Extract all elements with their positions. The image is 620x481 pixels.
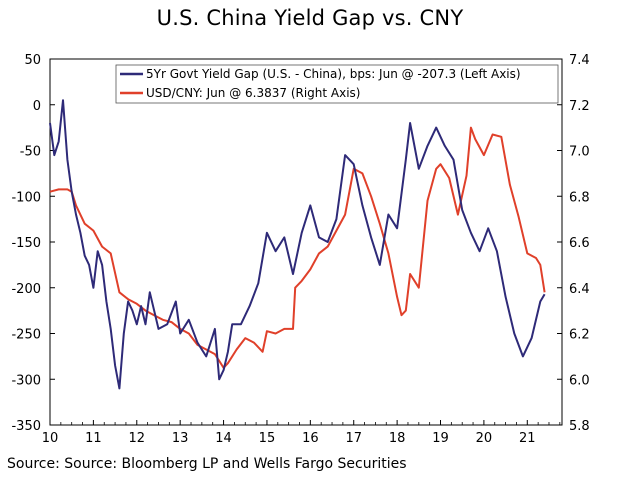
- x-tick-label: 14: [215, 431, 232, 446]
- legend-label-yield-gap: 5Yr Govt Yield Gap (U.S. - China), bps: …: [146, 67, 521, 81]
- x-tick-label: 21: [519, 431, 536, 446]
- x-tick-label: 12: [129, 431, 146, 446]
- x-tick-label: 15: [259, 431, 276, 446]
- x-tick-label: 19: [432, 431, 449, 446]
- x-tick-label: 18: [389, 431, 406, 446]
- plot-frame: [49, 58, 563, 426]
- y-right-tick-label: 7.0: [569, 145, 590, 160]
- y-right-tick-label: 7.2: [569, 99, 590, 114]
- y-right-tick-label: 7.4: [569, 53, 590, 68]
- series-yield-gap-line: [49, 99, 546, 390]
- x-tick-label: 11: [85, 431, 102, 446]
- legend-label-usdcny: USD/CNY: Jun @ 6.3837 (Right Axis): [146, 86, 361, 100]
- y-right-tick-label: 5.8: [569, 419, 590, 434]
- y-left-tick-label: -250: [11, 328, 41, 343]
- legend: 5Yr Govt Yield Gap (U.S. - China), bps: …: [115, 64, 559, 104]
- y-left-tick-label: -100: [11, 190, 41, 205]
- y-left-tick-label: 50: [24, 53, 41, 68]
- y-left-tick-label: -300: [11, 373, 41, 388]
- x-tick-label: 10: [42, 431, 59, 446]
- y-right-tick-label: 6.0: [569, 373, 590, 388]
- x-tick-label: 16: [302, 431, 319, 446]
- y-right-tick-label: 6.6: [569, 236, 590, 251]
- series-usdcny-line: [49, 126, 546, 369]
- x-tick-label: 20: [476, 431, 493, 446]
- source-note: Source: Source: Bloomberg LP and Wells F…: [7, 456, 407, 472]
- legend-box: [115, 64, 559, 104]
- x-tick-label: 17: [345, 431, 362, 446]
- y-right-tick-label: 6.2: [569, 328, 590, 343]
- y-right-tick-label: 6.8: [569, 190, 590, 205]
- y-right-tick-label: 6.4: [569, 282, 590, 297]
- y-left-tick-label: -50: [20, 145, 41, 160]
- x-tick-label: 13: [172, 431, 189, 446]
- y-left-tick-label: -350: [11, 419, 41, 434]
- y-left-tick-label: -150: [11, 236, 41, 251]
- chart-title: U.S. China Yield Gap vs. CNY: [156, 6, 464, 30]
- y-left-tick-label: 0: [33, 99, 41, 114]
- y-left-tick-label: -200: [11, 282, 41, 297]
